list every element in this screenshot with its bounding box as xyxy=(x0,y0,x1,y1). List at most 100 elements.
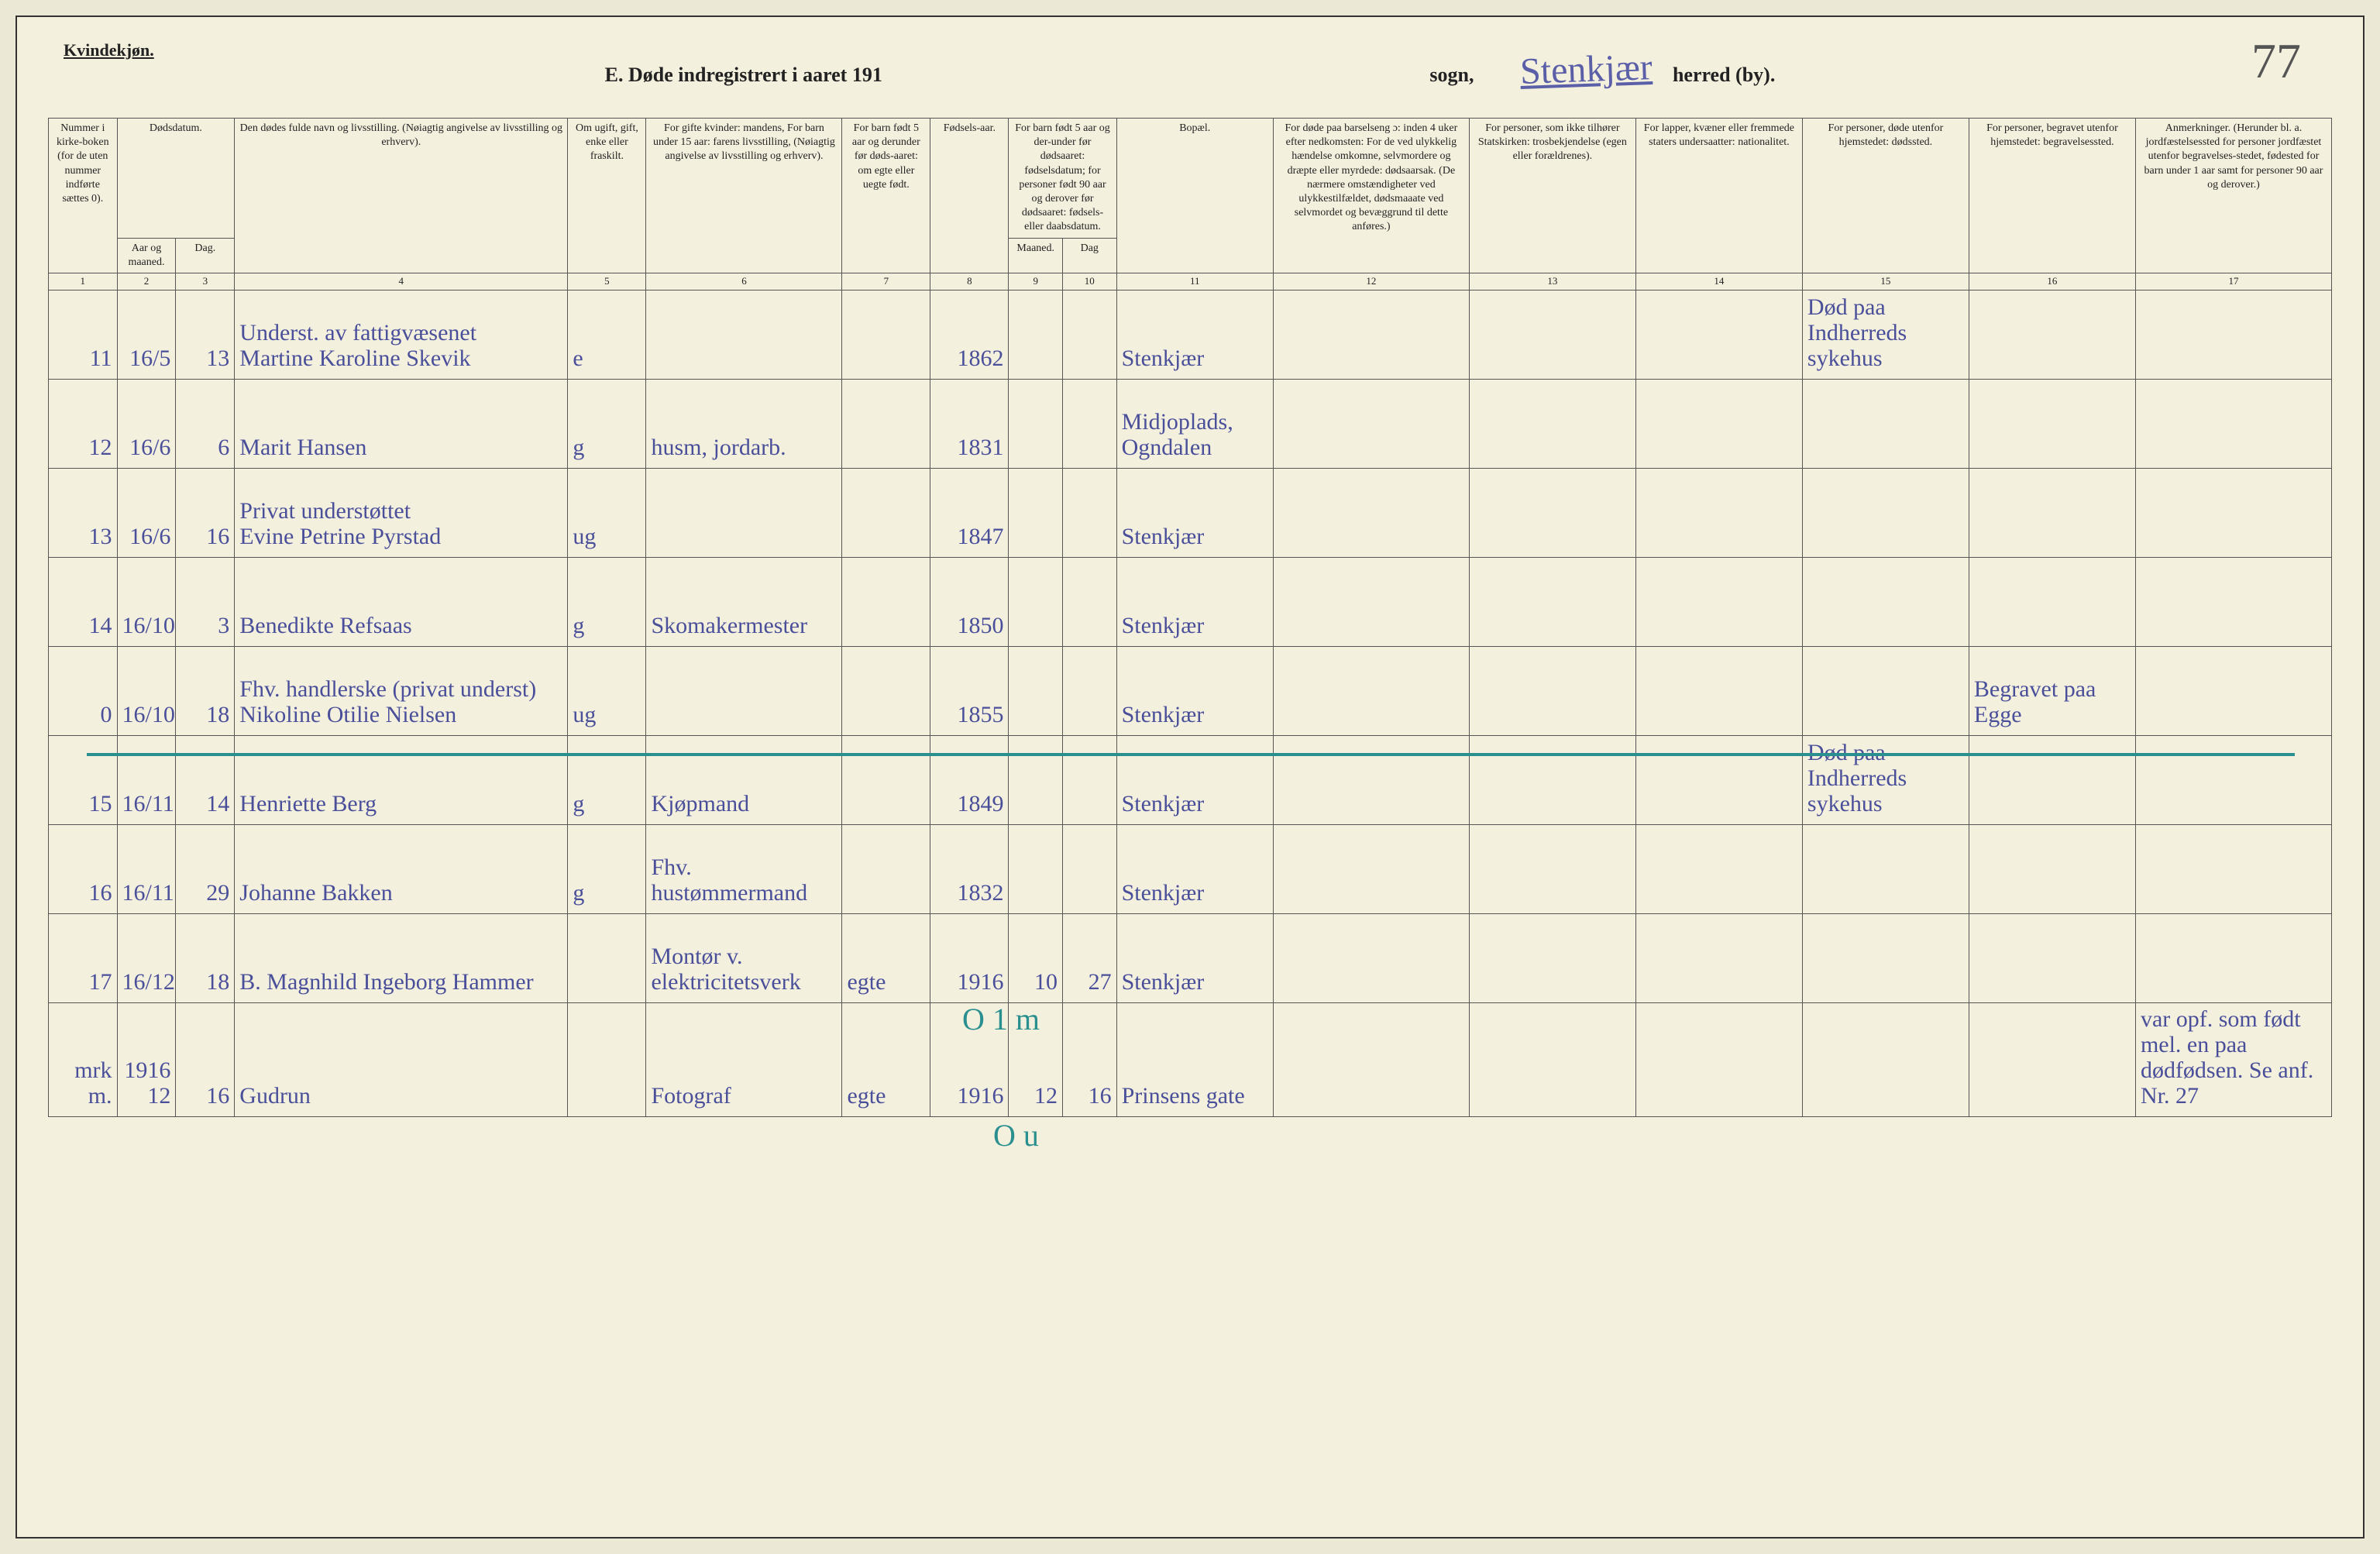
cell-c15 xyxy=(1802,913,1969,1002)
colnum: 8 xyxy=(930,273,1009,290)
col-header-2-3-top: Dødsdatum. xyxy=(117,119,235,239)
cell-c17 xyxy=(2135,913,2331,1002)
table-row: 1116/513Underst. av fattigvæsenetMartine… xyxy=(49,290,2332,379)
cell-num: 12 xyxy=(49,379,118,468)
cell-faar: 1849 xyxy=(930,735,1009,824)
cell-c14 xyxy=(1635,646,1802,735)
cell-c14 xyxy=(1635,913,1802,1002)
ou-annotation: O u xyxy=(993,1117,1039,1153)
strike-line-row5 xyxy=(87,753,2295,756)
table-row: 1716/1218B. Magnhild Ingeborg HammerMont… xyxy=(49,913,2332,1002)
cell-ddag: 27 xyxy=(1063,913,1117,1002)
cell-giftt: e xyxy=(568,290,646,379)
col-header-11: Bopæl. xyxy=(1116,119,1273,273)
colnum: 11 xyxy=(1116,273,1273,290)
cell-mandens: Montør v. elektricitetsverk xyxy=(646,913,842,1002)
cell-c16 xyxy=(1969,468,2135,557)
cell-c16 xyxy=(1969,290,2135,379)
col-header-10: Dag xyxy=(1063,238,1117,273)
cell-mandens: Fotograf xyxy=(646,1002,842,1116)
cell-egte xyxy=(842,468,930,557)
cell-num: 11 xyxy=(49,290,118,379)
cell-aar: 16/12 xyxy=(117,913,176,1002)
cell-mandens: husm, jordarb. xyxy=(646,379,842,468)
cell-num: 15 xyxy=(49,735,118,824)
cell-c14 xyxy=(1635,824,1802,913)
cell-bopal: Stenkjær xyxy=(1116,646,1273,735)
cell-c15 xyxy=(1802,824,1969,913)
colnum: 4 xyxy=(235,273,568,290)
colnum: 7 xyxy=(842,273,930,290)
column-number-row: 1 2 3 4 5 6 7 8 9 10 11 12 13 14 15 16 1 xyxy=(49,273,2332,290)
cell-c14 xyxy=(1635,557,1802,646)
cell-egte: egte xyxy=(842,1002,930,1116)
cell-mandens xyxy=(646,646,842,735)
cell-c12 xyxy=(1273,1002,1469,1116)
cell-dag: 6 xyxy=(176,379,235,468)
colnum: 3 xyxy=(176,273,235,290)
cell-mnd xyxy=(1009,290,1063,379)
cell-c13 xyxy=(1469,913,1635,1002)
cell-c15: Død paa Indherreds sykehus xyxy=(1802,290,1969,379)
cell-c14 xyxy=(1635,1002,1802,1116)
cell-c15 xyxy=(1802,646,1969,735)
cell-ddag: 16 xyxy=(1063,1002,1117,1116)
col-header-3: Dag. xyxy=(176,238,235,273)
cell-giftt: ug xyxy=(568,468,646,557)
table-wrap: Nummer i kirke-boken (for de uten nummer… xyxy=(48,118,2332,1117)
cell-egte xyxy=(842,824,930,913)
colnum: 13 xyxy=(1469,273,1635,290)
cell-aar: 16/10 xyxy=(117,646,176,735)
cell-faar: 1855 xyxy=(930,646,1009,735)
cell-c14 xyxy=(1635,735,1802,824)
cell-c16 xyxy=(1969,1002,2135,1116)
cell-navn: Privat understøttetEvine Petrine Pyrstad xyxy=(235,468,568,557)
cell-navn: Marit Hansen xyxy=(235,379,568,468)
cell-mandens: Fhv. hustømmermand xyxy=(646,824,842,913)
col-header-12: For døde paa barselseng ɔ: inden 4 uker … xyxy=(1273,119,1469,273)
cell-ddag xyxy=(1063,379,1117,468)
cell-c16 xyxy=(1969,557,2135,646)
cell-egte xyxy=(842,557,930,646)
cell-faar: 1916 xyxy=(930,913,1009,1002)
cell-c12 xyxy=(1273,646,1469,735)
col-header-5: Om ugift, gift, enke eller fraskilt. xyxy=(568,119,646,273)
cell-ddag xyxy=(1063,290,1117,379)
cell-c17 xyxy=(2135,290,2331,379)
colnum: 5 xyxy=(568,273,646,290)
col-header-7: For barn født 5 aar og derunder før døds… xyxy=(842,119,930,273)
cell-egte xyxy=(842,735,930,824)
herred-label: herred (by). xyxy=(1673,64,1775,86)
colnum: 15 xyxy=(1802,273,1969,290)
cell-dag: 13 xyxy=(176,290,235,379)
col-header-17: Anmerkninger. (Herunder bl. a. jordfæste… xyxy=(2135,119,2331,273)
cell-c16 xyxy=(1969,379,2135,468)
cell-dag: 3 xyxy=(176,557,235,646)
cell-num: 14 xyxy=(49,557,118,646)
cell-giftt xyxy=(568,913,646,1002)
cell-giftt: g xyxy=(568,379,646,468)
col-header-8: Fødsels-aar. xyxy=(930,119,1009,273)
cell-navn: B. Magnhild Ingeborg Hammer xyxy=(235,913,568,1002)
cell-mnd xyxy=(1009,646,1063,735)
cell-aar: 16/6 xyxy=(117,379,176,468)
table-body: 1116/513Underst. av fattigvæsenetMartine… xyxy=(49,290,2332,1116)
table-head: Nummer i kirke-boken (for de uten nummer… xyxy=(49,119,2332,291)
parish-handwritten: Stenkjær xyxy=(1519,46,1653,93)
cell-mnd xyxy=(1009,824,1063,913)
cell-c16 xyxy=(1969,824,2135,913)
cell-bopal: Stenkjær xyxy=(1116,557,1273,646)
ledger-table: Nummer i kirke-boken (for de uten nummer… xyxy=(48,118,2332,1117)
cell-c12 xyxy=(1273,913,1469,1002)
cell-bopal: Stenkjær xyxy=(1116,468,1273,557)
cell-c13 xyxy=(1469,468,1635,557)
cell-c12 xyxy=(1273,824,1469,913)
cell-c17 xyxy=(2135,735,2331,824)
title-prefix: E. Døde indregistrert i aaret 191 xyxy=(605,64,882,86)
cell-c12 xyxy=(1273,557,1469,646)
cell-num: 13 xyxy=(49,468,118,557)
cell-ddag xyxy=(1063,735,1117,824)
cell-mandens: Kjøpmand xyxy=(646,735,842,824)
cell-dag: 18 xyxy=(176,646,235,735)
cell-c14 xyxy=(1635,379,1802,468)
